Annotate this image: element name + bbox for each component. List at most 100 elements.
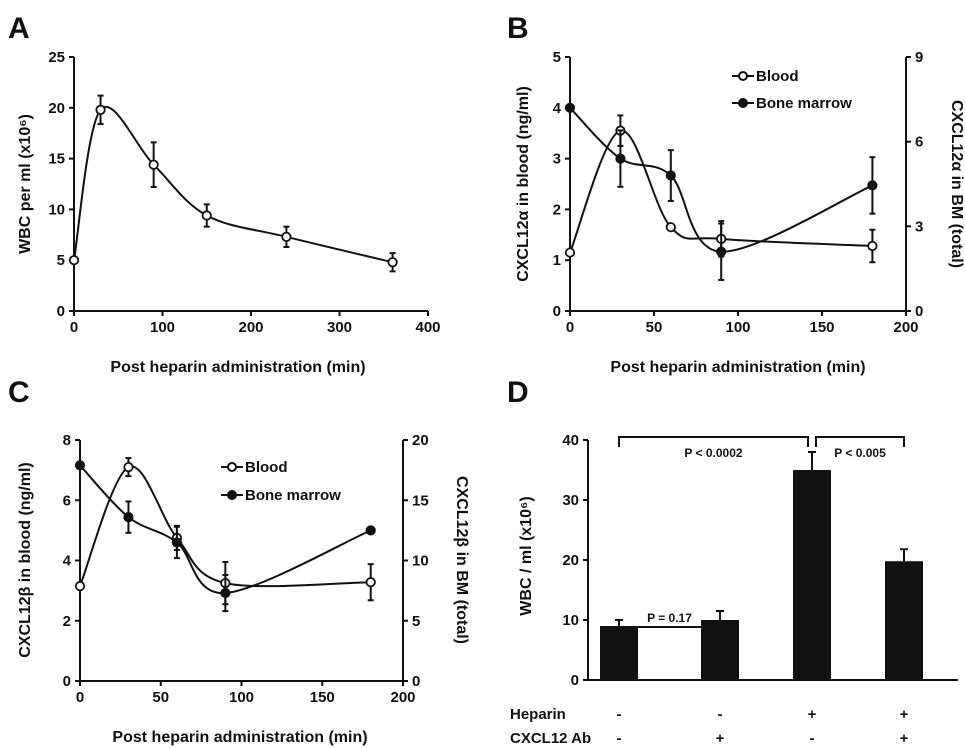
legend-marker-bone-marrow — [738, 98, 748, 108]
condition-sign: + — [716, 730, 725, 747]
panel-c-ylabel: CXCL12β in blood (ng/ml) — [17, 462, 34, 658]
panel-c-xlabel: Post heparin administration (min) — [112, 729, 367, 746]
series-point — [281, 231, 292, 242]
x-tick-label: 50 — [646, 319, 663, 336]
blood-point — [665, 222, 676, 233]
y-tick-label: 40 — [562, 432, 579, 449]
panel-d-chart: WBC / ml (x10⁶) Heparin CXCL12 Ab 0 10 20 3… — [510, 432, 958, 747]
legend-marker-bone-marrow — [227, 490, 237, 500]
condition-sign: + — [900, 730, 909, 747]
x-tick-label: 300 — [327, 319, 352, 336]
y-tick-label: 0 — [57, 303, 65, 320]
y-tick-label: 5 — [553, 49, 561, 66]
bone-marrow-point — [123, 512, 134, 523]
y-tick-label: 20 — [562, 552, 579, 569]
bone-marrow-point — [74, 460, 86, 471]
panel-label-a: A — [8, 12, 30, 45]
x-tick-label: 100 — [725, 319, 750, 336]
condition-sign: - — [617, 706, 622, 723]
y-tick-label: 0 — [571, 672, 579, 689]
y-tick-label: 2 — [553, 201, 561, 218]
panel-a-xlabel: Post heparin administration (min) — [110, 359, 365, 376]
y2-tick-label: 9 — [915, 49, 923, 66]
legend-label-bone-marrow: Bone marrow — [245, 487, 341, 504]
x-tick-label: 200 — [893, 319, 918, 336]
legend-label-blood: Blood — [756, 68, 799, 85]
blood-point — [564, 247, 576, 258]
legend-marker-blood — [738, 71, 748, 81]
panel-label-c: C — [8, 376, 30, 409]
y-tick-label: 2 — [63, 613, 71, 630]
y-tick-label: 15 — [48, 151, 65, 168]
condition-label-cxcl12-ab: CXCL12 Ab — [510, 730, 591, 747]
p-value-label: P < 0.0002 — [684, 446, 742, 460]
bone-marrow-point — [615, 153, 626, 164]
panel-d-ylabel: WBC / ml (x10⁶) — [518, 496, 535, 615]
bone-marrow-point — [665, 170, 676, 181]
series-point — [387, 257, 398, 268]
significance-bracket — [815, 436, 905, 447]
y2-tick-label: 20 — [412, 432, 429, 449]
condition-sign: - — [718, 706, 723, 723]
condition-sign: + — [808, 706, 817, 723]
panel-label-d: D — [507, 376, 529, 409]
y-tick-label: 4 — [63, 553, 72, 570]
x-tick-label: 0 — [566, 319, 574, 336]
significance-bracket — [618, 436, 809, 447]
series-point — [68, 255, 80, 266]
y2-tick-label: 15 — [412, 492, 429, 509]
y2-tick-label: 5 — [412, 613, 420, 630]
series-point — [148, 159, 159, 170]
y-tick-label: 20 — [48, 100, 65, 117]
blood-point — [365, 577, 376, 588]
y2-tick-label: 6 — [915, 134, 923, 151]
panel-b-ylabel: CXCL12α in blood (ng/ml) — [515, 86, 532, 282]
y2-tick-label: 3 — [915, 218, 923, 235]
x-tick-label: 200 — [238, 319, 263, 336]
x-tick-label: 400 — [415, 319, 440, 336]
panel-b-xlabel: Post heparin administration (min) — [610, 359, 865, 376]
bar — [885, 561, 923, 680]
bar — [793, 470, 831, 680]
x-tick-label: 100 — [229, 689, 254, 706]
x-tick-label: 0 — [70, 319, 78, 336]
significance-bracket — [618, 626, 721, 637]
y2-tick-label: 0 — [915, 303, 923, 320]
condition-sign: - — [810, 730, 815, 747]
condition-sign: - — [617, 730, 622, 747]
condition-sign: + — [900, 706, 909, 723]
x-tick-label: 0 — [76, 689, 84, 706]
y-tick-label: 1 — [553, 252, 561, 269]
legend-marker-blood — [227, 462, 237, 472]
panel-c-chart: Post heparin administration (min) CXCL12… — [17, 432, 470, 746]
panel-b-chart: Post heparin administration (min) CXCL12… — [515, 49, 965, 376]
bone-marrow-line — [569, 107, 873, 253]
bone-marrow-point — [171, 537, 182, 548]
panel-label-b: B — [507, 12, 529, 45]
p-value-label: P < 0.005 — [834, 446, 886, 460]
panel-b-y2label: CXCL12α in BM (total) — [948, 100, 965, 268]
legend-label-bone-marrow: Bone marrow — [756, 95, 852, 112]
bone-marrow-point — [716, 246, 727, 257]
y-tick-label: 25 — [48, 49, 65, 66]
y2-tick-label: 10 — [412, 553, 429, 570]
series-line — [73, 106, 393, 264]
bone-marrow-point — [867, 180, 878, 191]
y-tick-label: 6 — [63, 492, 71, 509]
y-tick-label: 10 — [48, 201, 65, 218]
y-tick-label: 0 — [63, 673, 71, 690]
y-tick-label: 10 — [562, 612, 579, 629]
x-tick-label: 200 — [390, 689, 415, 706]
x-tick-label: 150 — [310, 689, 335, 706]
y-tick-label: 0 — [553, 303, 561, 320]
p-value-label: P = 0.17 — [647, 611, 692, 625]
series-point — [201, 210, 212, 221]
blood-point — [123, 462, 134, 473]
blood-point — [74, 581, 86, 592]
y2-tick-label: 0 — [412, 673, 420, 690]
bone-marrow-point — [564, 102, 576, 113]
series-point — [95, 104, 106, 115]
bone-marrow-point — [365, 525, 376, 536]
y-tick-label: 30 — [562, 492, 579, 509]
